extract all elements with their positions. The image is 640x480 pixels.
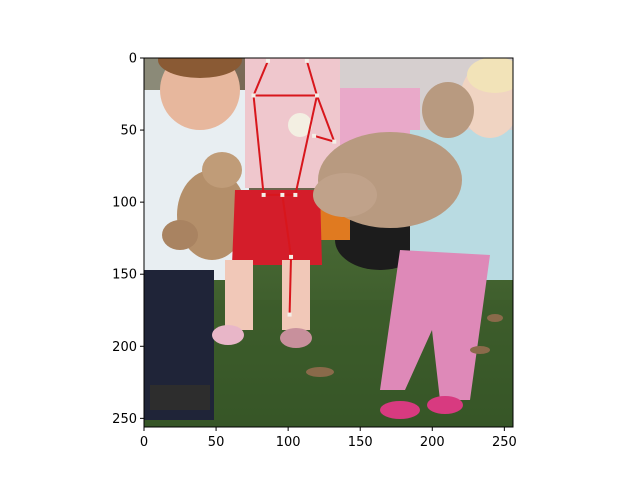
skeleton-limb	[288, 256, 293, 315]
skeleton-limb	[294, 95, 318, 196]
x-tick-label: 50	[208, 435, 225, 450]
y-tick-label: 250	[112, 412, 137, 427]
skeleton-keypoint	[293, 192, 298, 197]
skeleton-keypoint	[312, 133, 317, 138]
skeleton-limb	[313, 134, 335, 143]
child-middle-skirt	[232, 190, 322, 265]
x-tick-label: 100	[276, 435, 301, 450]
child-left-face	[160, 58, 240, 130]
skeleton-keypoint	[265, 58, 270, 63]
y-tick-label: 0	[129, 52, 137, 67]
skeleton-keypoint	[287, 312, 292, 317]
skeleton-keypoint	[261, 192, 266, 197]
skeleton-keypoint	[289, 254, 294, 259]
y-tick-label: 150	[112, 268, 137, 283]
skeleton-keypoint	[280, 192, 285, 197]
child-right-pants	[380, 250, 490, 400]
x-tick-label: 150	[348, 435, 373, 450]
x-tick-label: 0	[140, 435, 148, 450]
skeleton-keypoint	[251, 93, 256, 98]
y-tick-label: 200	[112, 340, 137, 355]
skeleton-limb	[316, 95, 336, 142]
skeleton-limb	[281, 194, 293, 258]
x-axis: 0 50 100 150 200 250	[140, 427, 517, 450]
skeleton-limb	[252, 95, 265, 196]
skeleton-keypoint	[332, 139, 337, 144]
skeleton-limb	[305, 60, 318, 96]
skeleton-keypoint	[314, 93, 319, 98]
photo-image	[144, 58, 513, 427]
axes-frame	[143, 57, 514, 428]
y-tick-label: 50	[120, 124, 137, 139]
x-tick-label: 200	[420, 435, 445, 450]
pose-skeleton-overlay	[251, 58, 337, 317]
skeleton-limb	[252, 60, 269, 96]
x-tick-label: 250	[492, 435, 517, 450]
skeleton-keypoint	[304, 58, 309, 63]
y-axis: 0 50 100 150 200 250	[112, 52, 144, 427]
y-tick-label: 100	[112, 196, 137, 211]
